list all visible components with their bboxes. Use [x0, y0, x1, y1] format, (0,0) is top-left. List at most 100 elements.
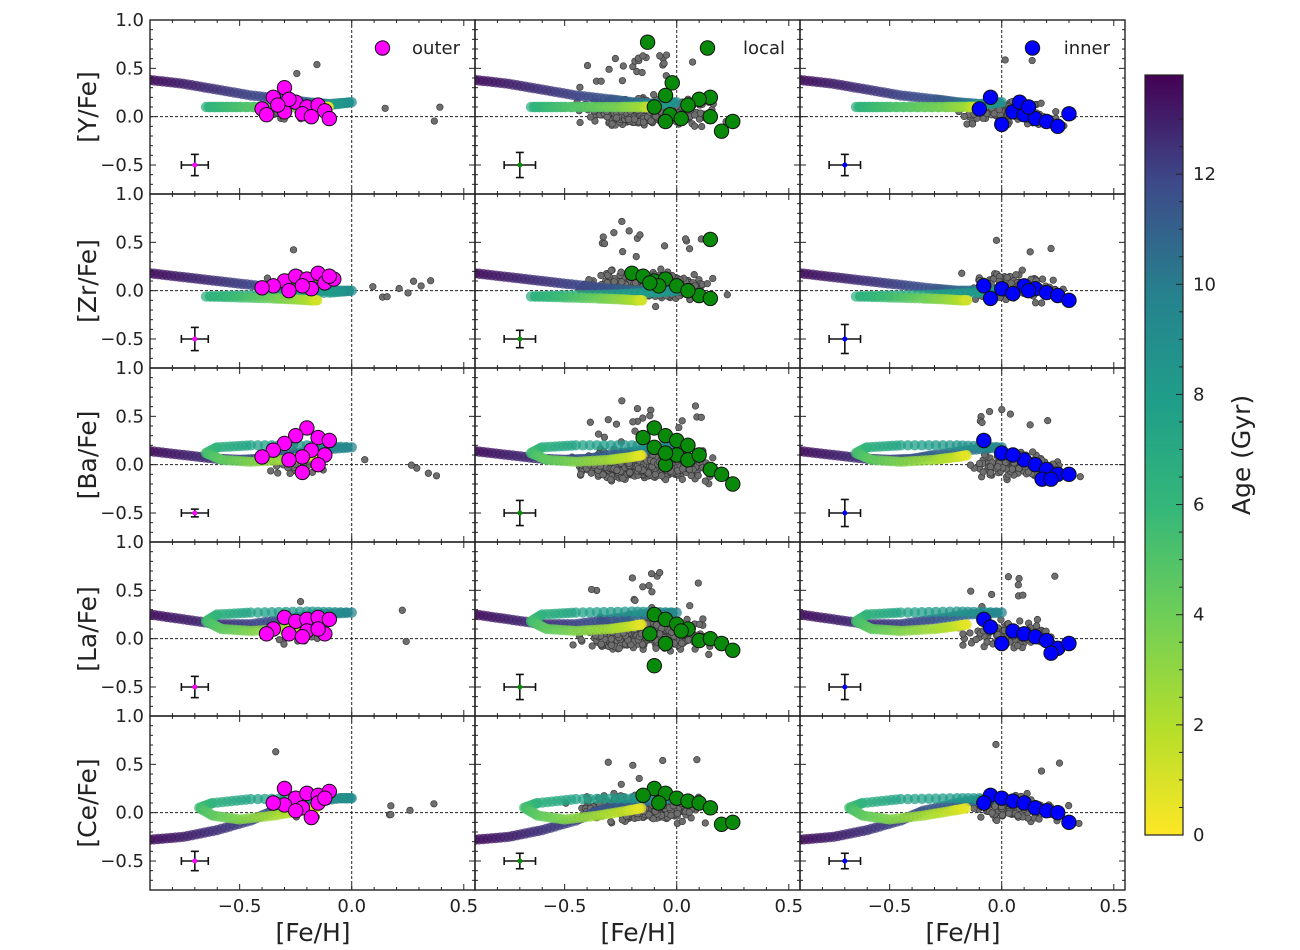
plot-area	[150, 20, 475, 194]
field-star	[679, 465, 687, 473]
field-star	[691, 111, 699, 119]
field-star	[607, 266, 615, 275]
y-tick-label: 0.0	[115, 281, 144, 302]
field-star	[634, 465, 643, 473]
error-bar	[503, 499, 537, 527]
y-axis-label-y: [Y/Fe]	[73, 71, 102, 143]
legend-label: inner	[1064, 38, 1111, 59]
field-star	[361, 456, 369, 464]
plot-area	[475, 542, 800, 716]
y-tick-label: 0.0	[115, 629, 144, 650]
field-star	[639, 52, 647, 60]
y-tick-label: −0.5	[100, 503, 144, 524]
field-star	[632, 253, 640, 261]
panel-zr-outer: −0.5 0.0 0.5 1.0 [Zr/Fe]	[73, 184, 476, 369]
cluster-point-local	[702, 231, 719, 248]
field-star	[678, 639, 686, 647]
y-tick-label: 1.0	[115, 184, 144, 205]
field-star	[657, 265, 665, 273]
field-star	[599, 471, 607, 479]
field-star	[381, 104, 389, 112]
error-bar	[828, 323, 862, 355]
panel-y-outer: −0.5 0.0 0.5 1.0 [Y/Fe] outer	[73, 10, 476, 195]
field-star	[313, 61, 321, 69]
field-star	[432, 472, 441, 480]
panel-y-inner: inner	[799, 19, 1126, 195]
field-star	[618, 77, 626, 85]
field-star	[705, 650, 713, 658]
cluster-point-outer	[310, 621, 326, 637]
cluster-point-local	[702, 108, 719, 125]
field-star	[985, 407, 994, 416]
model-track-point	[961, 450, 972, 461]
y-tick-label: 1.0	[115, 358, 144, 379]
field-star	[1026, 248, 1034, 256]
field-star	[703, 280, 711, 288]
field-star	[1047, 244, 1055, 253]
field-star	[987, 469, 995, 477]
field-star	[1031, 299, 1040, 307]
field-star	[978, 418, 986, 427]
field-star	[398, 606, 406, 614]
plot-area	[150, 542, 475, 716]
field-star	[1049, 276, 1057, 284]
field-star	[1026, 421, 1034, 429]
cluster-point-outer	[265, 442, 281, 458]
panel-la-inner	[799, 541, 1126, 717]
field-star	[633, 404, 642, 413]
field-star	[1029, 448, 1037, 456]
error-bar	[180, 508, 210, 518]
field-star	[617, 268, 625, 276]
cluster-point-local	[657, 635, 674, 652]
field-star	[404, 289, 412, 297]
field-star	[612, 420, 621, 428]
cluster-point-local	[657, 445, 674, 461]
model-track-point	[636, 450, 647, 461]
cluster-point-local	[639, 34, 656, 50]
field-star	[625, 115, 633, 123]
error-bar	[180, 326, 210, 352]
cluster-point-inner	[1005, 447, 1021, 463]
panel-la-outer: −0.5 0.0 0.5 1.0 [La/Fe]	[73, 532, 476, 717]
panel-ba-outer: −0.5 0.0 0.5 1.0 [Ba/Fe]	[73, 358, 476, 543]
field-star	[576, 83, 584, 91]
field-star	[1037, 99, 1045, 107]
cluster-point-inner	[1020, 282, 1037, 299]
legend-local: local	[699, 38, 785, 59]
field-star	[369, 283, 377, 291]
cluster-point-local	[702, 290, 719, 307]
field-star	[577, 470, 585, 478]
field-star	[587, 469, 595, 477]
field-star	[689, 58, 697, 66]
y-tick-label: 0.5	[115, 232, 144, 253]
field-star	[660, 242, 669, 250]
field-star	[656, 52, 664, 60]
plot-area	[800, 368, 1125, 542]
field-star	[646, 412, 654, 420]
legend-inner: inner	[1024, 38, 1111, 59]
field-star	[625, 227, 633, 235]
y-tick-label: −0.5	[100, 677, 144, 698]
field-star	[605, 65, 613, 73]
field-star	[645, 582, 653, 590]
plot-area	[800, 20, 1125, 194]
cluster-point-outer	[281, 626, 297, 642]
field-star	[1001, 56, 1009, 64]
field-star	[629, 418, 637, 426]
field-star	[698, 122, 706, 131]
cluster-point-inner	[1061, 292, 1077, 309]
field-star	[436, 103, 444, 111]
y-tick-label: 1.0	[115, 532, 144, 553]
field-star	[608, 120, 616, 128]
cluster-point-outer	[287, 427, 304, 444]
field-star	[600, 433, 609, 441]
error-bar	[503, 329, 537, 349]
cluster-point-outer	[294, 449, 311, 465]
cluster-point-local	[691, 447, 707, 463]
cluster-point-inner	[982, 290, 999, 307]
panel-grid: −0.5 0.0 0.5 1.0 [Y/Fe] outer local inner −0.5 0.…	[73, 10, 1128, 917]
error-bar	[180, 153, 210, 177]
y-tick-label: 0.5	[115, 406, 144, 427]
field-star	[694, 579, 702, 587]
panel-zr-inner	[799, 193, 1126, 369]
